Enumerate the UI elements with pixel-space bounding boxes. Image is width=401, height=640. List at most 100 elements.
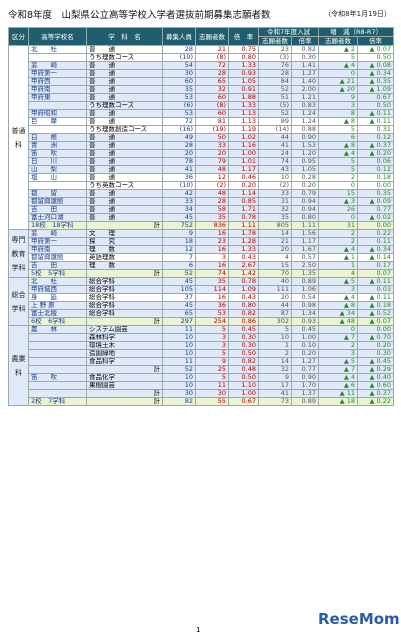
cell-course: 普 通	[86, 165, 163, 174]
table-row: 韮 崎普 通 54 72 1.33 76 1.41 ▲ 4 ▲ 0.08	[9, 61, 395, 70]
cell-course: 総合学科	[86, 309, 163, 318]
cell-prev-applicants: 20	[258, 245, 292, 254]
cell-prev-applicants: 84	[258, 77, 292, 86]
cell-school: 上 野 原	[28, 301, 87, 310]
cell-prev-ratio: 1.20	[290, 149, 320, 158]
cell-course: 総合学科	[86, 285, 163, 294]
cell-ratio: 1.17	[228, 165, 259, 174]
table-row: 総合学科北 杜総合学科 45 35 0.78 40 0.89 ▲ 5 ▲ 0.11	[8, 277, 395, 326]
cell-ratio: 0.86	[228, 317, 259, 326]
cell-ratio: 1.16	[228, 141, 259, 150]
cell-school: 日 川	[28, 157, 87, 166]
cell-course: 普 通	[86, 173, 163, 182]
cell-ratio: 0.50	[228, 373, 259, 382]
cell-diff-ratio: 0.12	[357, 165, 395, 174]
cell-applicants: 114	[195, 285, 229, 294]
cell-diff-ratio: ▲ 0.18	[357, 301, 395, 310]
section-label: 専門教育学科	[8, 229, 29, 278]
cell-course: うち理数創造コース	[86, 125, 163, 134]
cell-school: 富士河口湖	[28, 213, 87, 222]
cell-capacity: 53	[162, 93, 196, 102]
table-row: 巨 摩普 通 72 81 1.13 89 1.24 ▲ 8 ▲ 0.11	[9, 117, 395, 126]
cell-school	[28, 349, 87, 358]
cell-prev-ratio: 2.50	[290, 261, 320, 270]
cell-prev-ratio: 2.00	[290, 85, 320, 94]
cell-applicants: 81	[195, 117, 229, 126]
cell-school: 2校 7学科	[28, 397, 87, 406]
cell-capacity: 52	[162, 269, 196, 278]
cell-capacity: 7	[162, 253, 196, 262]
cell-course: システム園芸	[86, 325, 163, 334]
page-header: 令和8年度 山梨県公立高等学校入学者選抜前期募集志願者数 （令和8年1月19日）	[0, 4, 401, 22]
cell-prev-applicants: 33	[258, 189, 292, 198]
cell-diff-applicants: ▲ 34	[318, 309, 359, 318]
cell-diff-applicants: 3	[318, 101, 359, 110]
cell-diff-applicants: ▲ 8	[318, 141, 359, 150]
cell-applicants: 79	[195, 157, 229, 166]
cell-diff-applicants: ▲ 7	[318, 365, 359, 374]
header-capacity: 募集人員	[162, 27, 196, 46]
cell-diff-applicants: ▲ 48	[318, 317, 359, 326]
cell-capacity: 45	[162, 301, 196, 310]
cell-prev-applicants: 10	[258, 173, 292, 182]
cell-diff-ratio: ▲ 0.52	[357, 309, 395, 318]
cell-prev-ratio: 1.56	[290, 229, 320, 238]
cell-diff-applicants: ▲ 21	[318, 77, 359, 86]
cell-capacity: 34	[162, 205, 196, 214]
cell-course: 普 通	[86, 213, 163, 222]
cell-capacity: 11	[162, 357, 196, 366]
cell-diff-applicants: ▲ 5	[318, 277, 359, 286]
cell-ratio: 1.13	[228, 109, 259, 118]
cell-diff-ratio: 0.22	[357, 229, 395, 238]
cell-prev-applicants: 87	[258, 309, 292, 318]
cell-diff-ratio: 0.50	[357, 53, 395, 62]
table-row: 甲府西普 通 60 65 1.05 84 1.40 ▲ 21 ▲ 0.35	[9, 77, 395, 86]
cell-diff-applicants: ▲ 4	[318, 61, 359, 70]
cell-course: 総合学科	[86, 293, 163, 302]
cell-course: 普 通	[86, 93, 163, 102]
cell-prev-ratio: 0.90	[290, 133, 320, 142]
cell-course: 食品科学	[86, 357, 163, 366]
cell-diff-ratio: 0.18	[357, 173, 395, 182]
cell-diff-ratio: ▲ 0.02	[357, 213, 395, 222]
cell-course: 普 通	[86, 205, 163, 214]
cell-applicants: (8)	[195, 53, 229, 62]
cell-prev-ratio: 1.34	[290, 309, 320, 318]
table-row: 富士北稜 総合学科 65 53 0.82 87 1.34 ▲ 34 ▲ 0.52	[9, 309, 395, 318]
cell-capacity: 72	[162, 117, 196, 126]
cell-prev-applicants: 21	[258, 237, 292, 246]
table-row: 農業科農 林システム園芸 11 5 0.45 5 0.45 0 0.00	[8, 325, 395, 406]
cell-capacity: 11	[162, 325, 196, 334]
cell-diff-applicants: 0	[318, 69, 359, 78]
cell-course: 普 通	[86, 117, 163, 126]
cell-school: 農 林	[28, 325, 87, 334]
cell-diff-ratio: ▲ 0.70	[357, 333, 395, 342]
cell-prev-ratio: 0.77	[290, 365, 320, 374]
cell-ratio: 1.42	[228, 269, 259, 278]
cell-prev-ratio: 1.24	[290, 109, 320, 118]
header-region: 区分	[8, 27, 29, 46]
cell-diff-applicants: 5	[318, 53, 359, 62]
cell-capacity: 297	[162, 317, 196, 326]
cell-diff-ratio: 0.77	[357, 205, 395, 214]
cell-ratio: 1.05	[228, 77, 259, 86]
cell-prev-applicants: 14	[258, 357, 292, 366]
applicants-table: 区分 高等学校名 学 科 名 募集人員 志願者数 倍 率 令和7年度入試 増 減…	[8, 27, 395, 406]
cell-prev-applicants: 302	[258, 317, 292, 326]
cell-diff-applicants: ▲ 2	[318, 45, 359, 54]
cell-course: 普 通	[86, 61, 163, 70]
cell-capacity: 12	[162, 245, 196, 254]
cell-capacity: 54	[162, 61, 196, 70]
cell-course: 普 通	[86, 157, 163, 166]
cell-prev-ratio: 1.41	[290, 61, 320, 70]
cell-applicants: 53	[195, 309, 229, 318]
cell-course: うち理数コース	[86, 101, 163, 110]
table-row: 上 野 原総合学科 45 36 0.80 44 0.98 ▲ 8 ▲ 0.18	[9, 301, 395, 310]
cell-diff-applicants: ▲ 4	[318, 373, 359, 382]
cell-prev-ratio: 0.98	[290, 301, 320, 310]
cell-applicants: 3	[195, 253, 229, 262]
cell-ratio: 1.11	[228, 221, 259, 230]
cell-applicants: 36	[195, 301, 229, 310]
cell-capacity: 45	[162, 213, 196, 222]
cell-course: 普 通	[86, 197, 163, 206]
